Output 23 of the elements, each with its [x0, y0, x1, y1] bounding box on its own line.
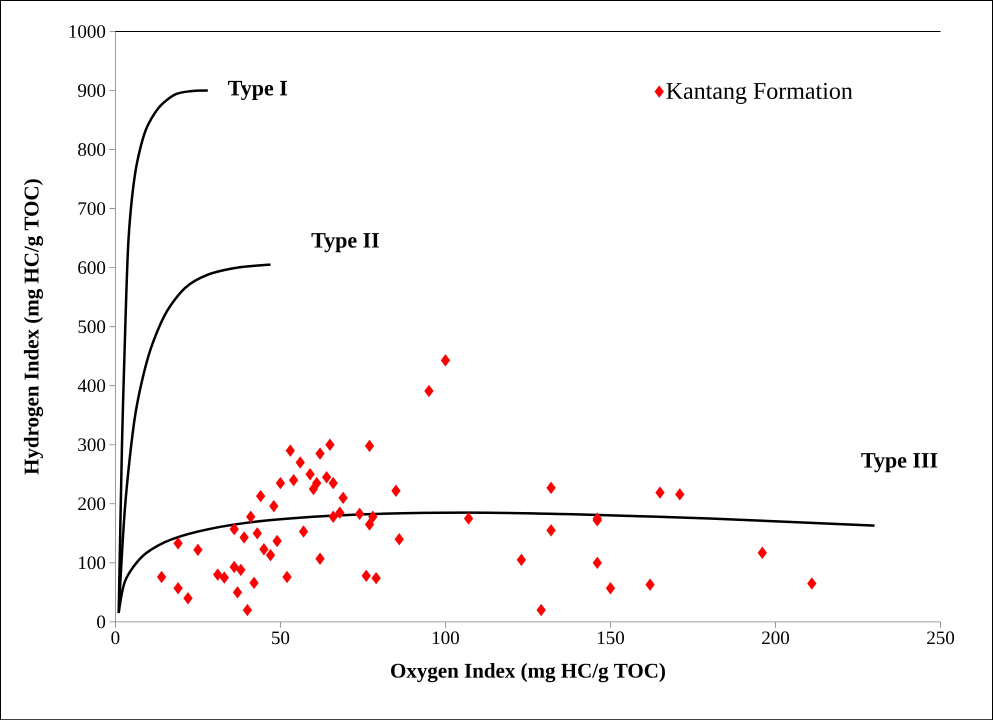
y-tick-label: 900 [78, 84, 106, 97]
y-tick-label: 400 [78, 379, 106, 392]
x-tick-label: 50 [272, 631, 290, 644]
y-tick-label: 500 [78, 320, 106, 333]
x-tick-label: 200 [762, 631, 790, 644]
x-tick-label: 250 [927, 631, 954, 644]
y-tick-label: 300 [78, 438, 106, 452]
annotation: Type II [311, 233, 379, 252]
annotation: Type III [861, 452, 938, 472]
y-tick-label: 700 [78, 202, 106, 215]
x-tick-label: 150 [598, 631, 624, 644]
y-tick-label: 0 [97, 615, 106, 628]
x-axis-title: Oxygen Index (mg HC/g TOC) [391, 662, 665, 682]
annotation: Type I [228, 80, 288, 100]
x-tick-label: 0 [111, 631, 120, 644]
y-tick-label: 100 [79, 556, 106, 570]
y-tick-label: 200 [78, 497, 106, 510]
legend-label: Kantang Formation [666, 82, 852, 104]
y-axis-title: Hydrogen Index (mg HC/g TOC) [24, 179, 44, 474]
x-tick-label: 100 [432, 631, 459, 644]
y-tick-label: 800 [78, 143, 106, 156]
y-tick-label: 600 [78, 261, 106, 274]
y-tick-label: 1000 [70, 24, 106, 38]
